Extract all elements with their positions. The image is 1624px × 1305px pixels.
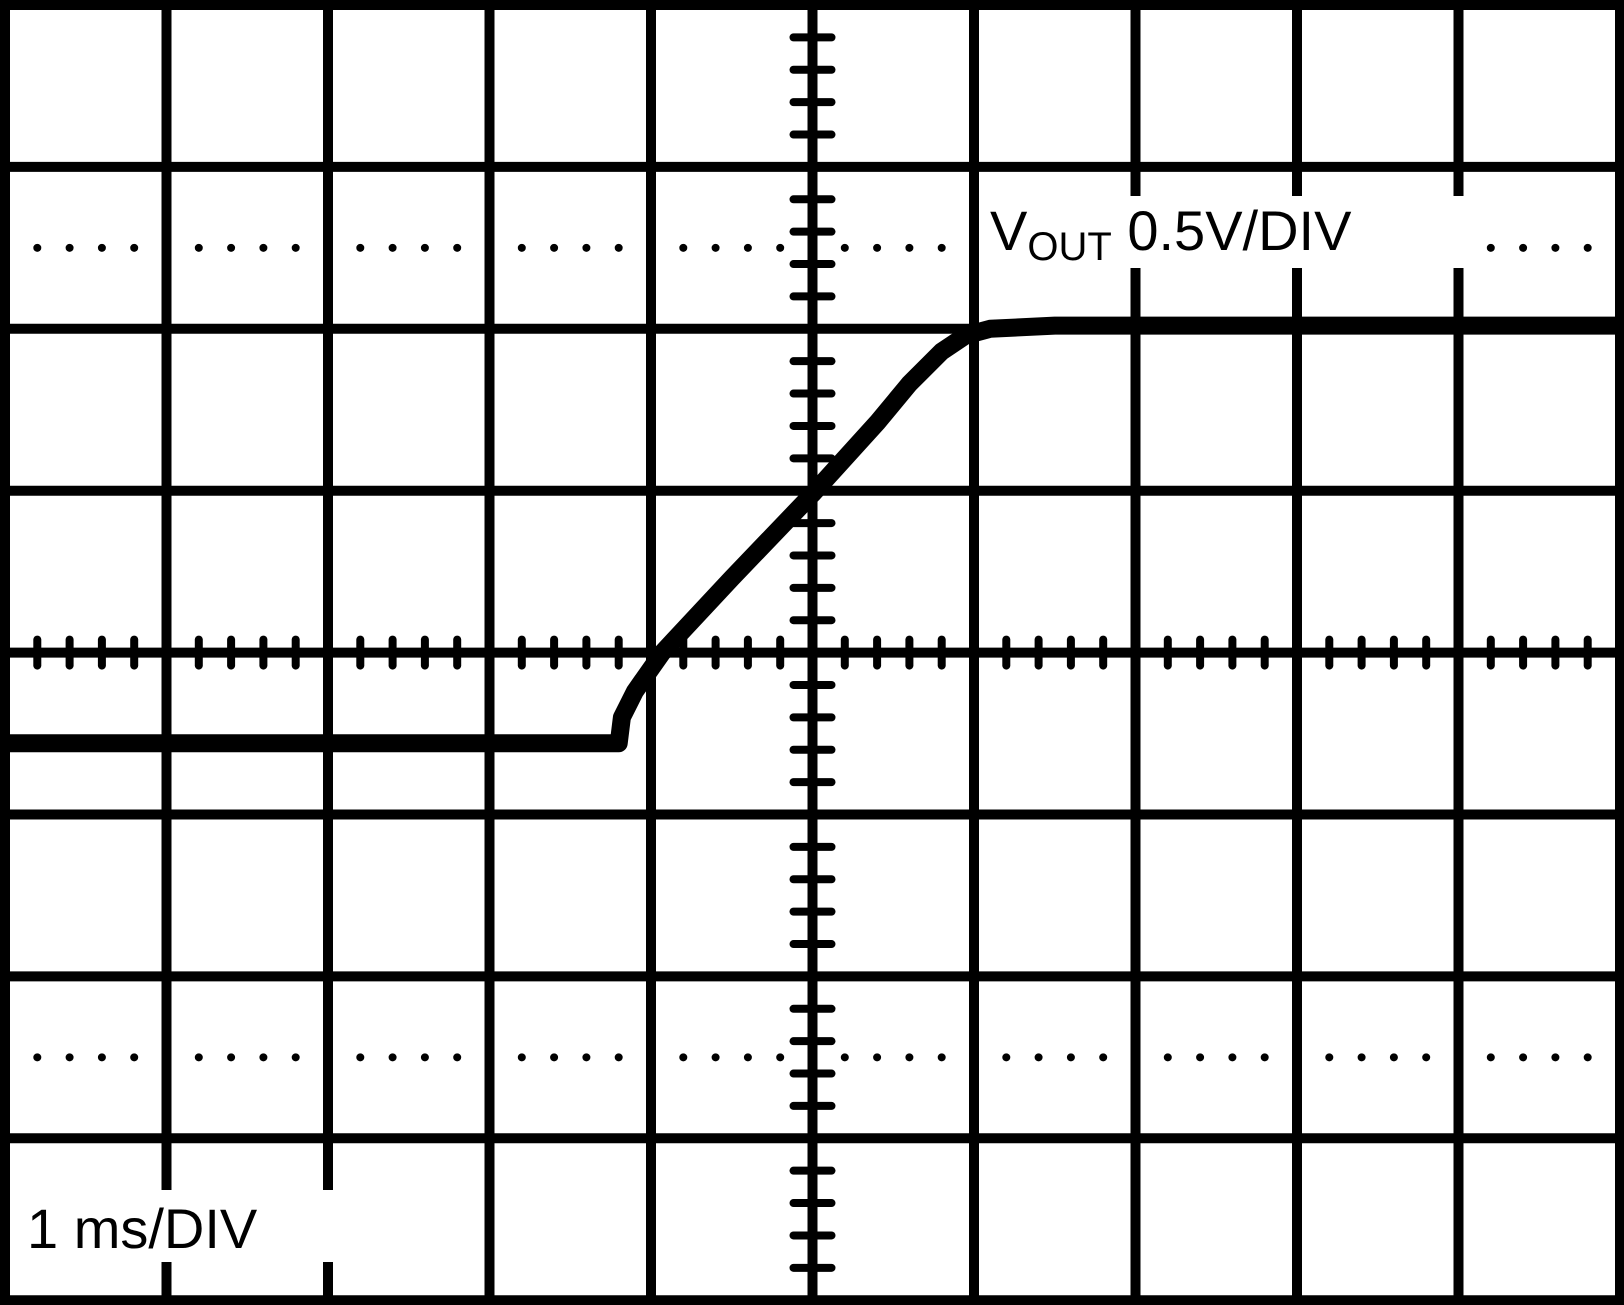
dotted-guide-dot [65,243,74,252]
dotted-guide-dot [1551,243,1560,252]
dotted-guide-dot [679,243,688,252]
dotted-guide-dot [1519,243,1528,252]
dotted-guide-dot [711,243,720,252]
dotted-guide-dot [1325,1053,1334,1062]
dotted-guide-dot [905,1053,914,1062]
dotted-guide-dot [550,1053,559,1062]
dotted-guide-dot [873,243,882,252]
dotted-guide-dot [388,243,397,252]
label-bg [20,1190,365,1262]
dotted-guide-dot [1519,1053,1528,1062]
dotted-guide-dot [1034,1053,1043,1062]
dotted-guide-dot [453,243,462,252]
dotted-guide-dot [356,1053,365,1062]
time-scale-label: 1 ms/DIV [27,1197,258,1260]
dotted-guide-dot [517,1053,526,1062]
dotted-guide-dot [1228,1053,1237,1062]
dotted-guide-dot [259,243,268,252]
dotted-guide-dot [873,1053,882,1062]
dotted-guide-dot [1002,1053,1011,1062]
dotted-guide-dot [1583,1053,1592,1062]
dotted-guide-dot [1583,243,1592,252]
dotted-guide-dot [582,243,591,252]
dotted-guide-dot [291,243,300,252]
dotted-guide-dot [679,1053,688,1062]
dotted-guide-dot [1422,1053,1431,1062]
dotted-guide-dot [937,1053,946,1062]
trace-group [5,316,1620,753]
dotted-guide-dot [97,243,106,252]
dotted-guide-dot [1196,1053,1205,1062]
vout-trace [5,316,1620,753]
dotted-guide-dot [356,243,365,252]
dotted-guide-dot [1066,1053,1075,1062]
dotted-guide-dot [291,1053,300,1062]
dotted-guide-dot [227,243,236,252]
dotted-guide-dot [388,1053,397,1062]
dotted-guide-dot [420,1053,429,1062]
dotted-guide-dot [1389,1053,1398,1062]
dotted-guide-dot [743,1053,752,1062]
dotted-guide-dot [194,1053,203,1062]
dotted-guide-dot [130,243,139,252]
dotted-guide-dot [840,243,849,252]
vout-scale-label: VOUT 0.5V/DIV [990,199,1352,269]
dotted-guide-dot [33,243,42,252]
dotted-guide-dot [453,1053,462,1062]
dotted-guide-dot [776,1053,785,1062]
dotted-guide-dot [776,243,785,252]
dotted-guide-dot [420,243,429,252]
dotted-guide-dot [517,243,526,252]
dotted-guide-dot [550,243,559,252]
dotted-guide-dot [33,1053,42,1062]
dotted-guide-dot [227,1053,236,1062]
dotted-guide-dot [614,1053,623,1062]
dotted-guide-dot [1486,1053,1495,1062]
dotted-guide-dot [1357,1053,1366,1062]
label-bg [982,196,1472,268]
dotted-guide-dot [259,1053,268,1062]
dotted-guide-dot [743,243,752,252]
dotted-guide-dot [711,1053,720,1062]
dotted-guide-dot [1163,1053,1172,1062]
dotted-guide-dot [130,1053,139,1062]
dotted-guide-dot [937,243,946,252]
dotted-guide-dot [1551,1053,1560,1062]
dotted-guide-dot [582,1053,591,1062]
dotted-guide-dot [194,243,203,252]
dotted-guide-dot [97,1053,106,1062]
dotted-guide-dot [905,243,914,252]
dotted-guide-dot [614,243,623,252]
dotted-guide-dot [840,1053,849,1062]
dotted-guide-dot [1260,1053,1269,1062]
dotted-guide-dot [1099,1053,1108,1062]
dotted-guide-dot [65,1053,74,1062]
dotted-guide-dot [1486,243,1495,252]
